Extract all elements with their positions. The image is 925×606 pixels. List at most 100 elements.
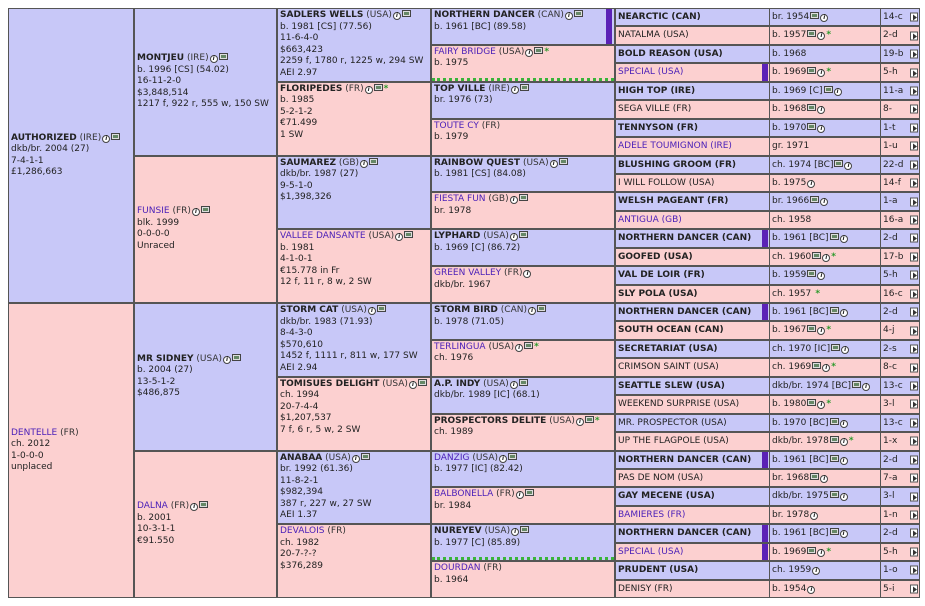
expand-arrow-icon[interactable] bbox=[910, 31, 918, 41]
expand-arrow-icon[interactable] bbox=[910, 326, 918, 336]
info-icon[interactable]: i bbox=[817, 69, 826, 78]
photo-icon[interactable] bbox=[524, 489, 534, 497]
info-icon[interactable]: i bbox=[510, 85, 519, 94]
expand-arrow-icon[interactable] bbox=[910, 399, 918, 409]
horse-name-link[interactable]: SLY POLA (USA) bbox=[618, 288, 698, 299]
horse-name-link[interactable]: LYPHARD bbox=[434, 231, 481, 242]
horse-name-link[interactable]: MONTJEU bbox=[137, 53, 185, 63]
expand-arrow-icon[interactable] bbox=[910, 49, 918, 59]
expand-arrow-icon[interactable] bbox=[910, 141, 918, 151]
info-icon[interactable]: i bbox=[820, 198, 829, 207]
info-icon[interactable]: i bbox=[820, 14, 829, 22]
info-icon[interactable]: i bbox=[525, 48, 534, 57]
photo-icon[interactable] bbox=[829, 436, 839, 444]
horse-name-link[interactable]: SECRETARIAT (USA) bbox=[618, 343, 718, 354]
photo-icon[interactable] bbox=[812, 251, 822, 259]
info-icon[interactable]: i bbox=[102, 134, 111, 143]
horse-name-link[interactable]: NEARCTIC (CAN) bbox=[618, 12, 701, 22]
horse-name-link[interactable]: GAY MECENE (USA) bbox=[618, 491, 715, 502]
horse-name-link[interactable]: NORTHERN DANCER (CAN) bbox=[618, 307, 752, 317]
photo-icon[interactable] bbox=[829, 233, 839, 241]
photo-icon[interactable] bbox=[401, 10, 411, 17]
photo-icon[interactable] bbox=[807, 67, 817, 75]
photo-icon[interactable] bbox=[807, 122, 817, 130]
info-icon[interactable]: i bbox=[839, 419, 848, 428]
horse-name-link[interactable]: ADELE TOUMIGNON (IRE) bbox=[618, 141, 732, 152]
horse-name-link[interactable]: DALNA bbox=[137, 501, 168, 512]
horse-name-link[interactable]: STORM BIRD bbox=[434, 305, 498, 315]
horse-name-link[interactable]: DEVALOIS bbox=[280, 526, 325, 537]
info-icon[interactable]: i bbox=[509, 196, 518, 205]
photo-icon[interactable] bbox=[584, 415, 594, 423]
info-icon[interactable]: i bbox=[408, 380, 417, 389]
horse-name-link[interactable]: FAIRY BRIDGE bbox=[434, 46, 496, 57]
horse-name-link[interactable]: NORTHERN DANCER (CAN) bbox=[618, 233, 752, 244]
horse-name-link[interactable]: SEATTLE SLEW (USA) bbox=[618, 380, 725, 391]
horse-name-link[interactable]: VALLEE DANSANTE bbox=[280, 231, 366, 242]
horse-name-link[interactable]: UP THE FLAGPOLE (USA) bbox=[618, 436, 729, 447]
horse-name-link[interactable]: GREEN VALLEY bbox=[434, 268, 502, 279]
expand-arrow-icon[interactable] bbox=[910, 565, 918, 575]
horse-name-link[interactable]: FLORIPEDES bbox=[280, 83, 343, 94]
info-icon[interactable]: i bbox=[499, 454, 507, 463]
expand-arrow-icon[interactable] bbox=[910, 436, 918, 446]
photo-icon[interactable] bbox=[810, 196, 820, 204]
expand-arrow-icon[interactable] bbox=[910, 510, 918, 520]
horse-name-link[interactable]: HIGH TOP (IRE) bbox=[618, 85, 696, 96]
photo-icon[interactable] bbox=[829, 528, 839, 536]
info-icon[interactable]: i bbox=[515, 343, 524, 352]
info-icon[interactable]: i bbox=[527, 307, 536, 315]
horse-name-link[interactable]: I WILL FOLLOW (USA) bbox=[618, 177, 715, 188]
horse-name-link[interactable]: NORTHERN DANCER (CAN) bbox=[618, 528, 752, 539]
photo-icon[interactable] bbox=[807, 270, 817, 278]
horse-name-link[interactable]: DANZIG bbox=[434, 452, 470, 463]
info-icon[interactable]: i bbox=[351, 454, 360, 463]
info-icon[interactable]: i bbox=[817, 124, 826, 133]
info-icon[interactable]: i bbox=[817, 401, 826, 410]
info-icon[interactable]: i bbox=[515, 491, 524, 500]
info-icon[interactable]: i bbox=[839, 309, 848, 317]
info-icon[interactable]: i bbox=[564, 12, 573, 20]
expand-arrow-icon[interactable] bbox=[910, 160, 918, 170]
photo-icon[interactable] bbox=[807, 104, 817, 112]
photo-icon[interactable] bbox=[218, 53, 228, 60]
horse-name-link[interactable]: NORTHERN DANCER (CAN) bbox=[618, 454, 752, 465]
expand-arrow-icon[interactable] bbox=[910, 455, 918, 465]
photo-icon[interactable] bbox=[199, 501, 209, 509]
horse-name-link[interactable]: SPECIAL (USA) bbox=[618, 67, 684, 78]
photo-icon[interactable] bbox=[360, 452, 370, 460]
photo-icon[interactable] bbox=[111, 132, 121, 140]
expand-arrow-icon[interactable] bbox=[910, 363, 918, 373]
horse-name-link[interactable]: DOURDAN bbox=[434, 563, 481, 574]
photo-icon[interactable] bbox=[518, 231, 528, 239]
horse-name-link[interactable]: FUNSIE bbox=[137, 206, 170, 217]
photo-icon[interactable] bbox=[834, 159, 844, 167]
info-icon[interactable]: i bbox=[523, 270, 532, 279]
photo-icon[interactable] bbox=[534, 46, 544, 54]
info-icon[interactable]: i bbox=[807, 585, 816, 594]
info-icon[interactable]: i bbox=[395, 233, 404, 242]
horse-name-link[interactable]: SEGA VILLE (FR) bbox=[618, 104, 692, 115]
horse-name-link[interactable]: BOLD REASON (USA) bbox=[618, 48, 723, 59]
expand-arrow-icon[interactable] bbox=[910, 547, 918, 557]
expand-arrow-icon[interactable] bbox=[910, 381, 918, 391]
info-icon[interactable]: i bbox=[839, 456, 848, 465]
info-icon[interactable]: i bbox=[360, 159, 369, 168]
photo-icon[interactable] bbox=[807, 325, 817, 333]
info-icon[interactable]: i bbox=[817, 106, 826, 115]
photo-icon[interactable] bbox=[829, 307, 839, 314]
photo-icon[interactable] bbox=[812, 362, 822, 370]
expand-arrow-icon[interactable] bbox=[910, 215, 918, 225]
expand-arrow-icon[interactable] bbox=[910, 233, 918, 243]
expand-arrow-icon[interactable] bbox=[910, 252, 918, 262]
horse-name-link[interactable]: MR. PROSPECTOR (USA) bbox=[618, 417, 727, 428]
info-icon[interactable]: i bbox=[841, 345, 850, 354]
horse-name-link[interactable]: WELSH PAGEANT (FR) bbox=[618, 196, 729, 207]
expand-arrow-icon[interactable] bbox=[910, 68, 918, 78]
photo-icon[interactable] bbox=[200, 206, 210, 214]
expand-arrow-icon[interactable] bbox=[910, 473, 918, 483]
info-icon[interactable]: i bbox=[810, 511, 819, 520]
photo-icon[interactable] bbox=[518, 194, 528, 202]
photo-icon[interactable] bbox=[232, 353, 242, 361]
horse-name-link[interactable]: SADLERS WELLS bbox=[280, 10, 364, 20]
